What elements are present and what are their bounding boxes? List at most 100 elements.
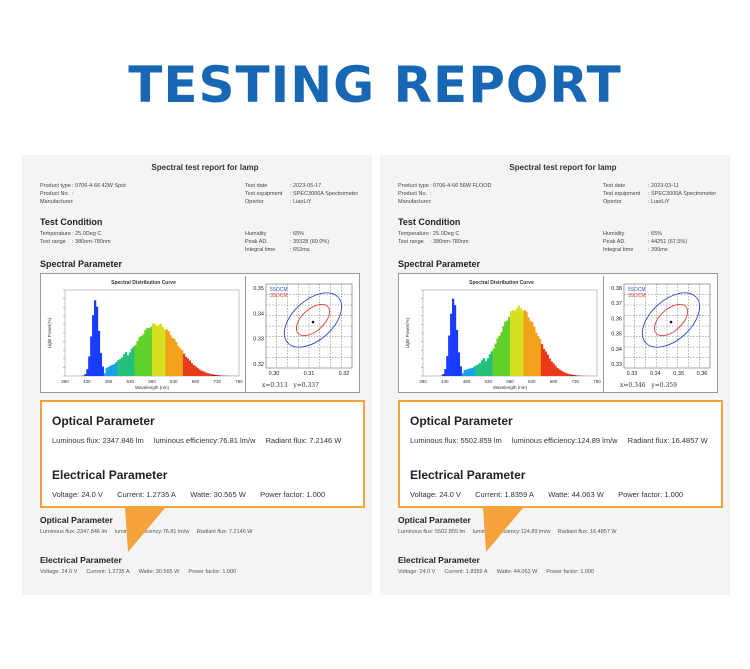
cie-legend-5sdcm: 5SDCM <box>270 287 288 293</box>
y-axis-label: Light Power(%) <box>47 317 52 348</box>
luminous-flux: Luminous flux: 5502.859 lm <box>410 436 502 445</box>
highlight-box: Optical Parameter Luminous flux: 5502.85… <box>398 400 723 508</box>
page-title: TESTING REPORT <box>128 56 622 114</box>
cie-y-tick: 0.32 <box>253 362 264 368</box>
current: Current: 1.8359 A <box>475 490 534 499</box>
x-tick-label: 630 <box>170 379 178 384</box>
x-tick-label: 480 <box>105 379 113 384</box>
x-tick-label: 380 <box>419 379 427 384</box>
product-no-row: Product No.: <box>40 191 74 197</box>
spectral-chart-box: Spectral Distribution Curve 380 430 480 530… <box>40 273 360 393</box>
x-tick-label: 430 <box>83 379 91 384</box>
peak-ad-row: Peak AD.: 39328 (60.0%) <box>245 239 330 245</box>
electrical-values-small: Voltage: 24.0 V Current: 1.8359 A Watte:… <box>398 569 595 575</box>
product-type-row: Product type: 0706-4-66 42W Spot <box>40 183 126 189</box>
integral-time-row: Integral time: 653ms <box>245 247 310 253</box>
humidity-row: Humidity: 65% <box>245 231 305 237</box>
test-condition-heading: Test Condition <box>398 217 461 227</box>
spectral-chart-box: Spectral Distribution Curve 380 430 480 530… <box>398 273 718 393</box>
x-tick-label: 630 <box>528 379 536 384</box>
radiant-flux: Radiant flux: 16.4857 W <box>627 436 708 445</box>
test-date-row: Test date: 2023-05-17 <box>245 183 322 189</box>
x-tick-label: 730 <box>213 379 221 384</box>
cie-y-tick: 0.38 <box>611 286 622 292</box>
cie-y-tick: 0.34 <box>611 347 622 353</box>
peak-ad-row: Peak AD.: 44251 (67.5%) <box>603 239 688 245</box>
luminous-flux: Luminous flux: 2347.846 lm <box>52 436 144 445</box>
report-left: Spectral test report for lamp Product ty… <box>22 155 372 595</box>
spectral-distribution-curve: Spectral Distribution Curve 380 430 480 530… <box>41 276 246 392</box>
temperature-row: Temperature: 25.0Deg C <box>398 231 460 237</box>
temperature-row: Temperature: 25.0Deg C <box>40 231 102 237</box>
cie-y-tick: 0.37 <box>611 301 622 307</box>
manufacturer-row: Manufacturer: <box>40 199 74 205</box>
luminous-efficiency: luminous efficiency:76.81 lm/w <box>153 436 256 445</box>
cie-legend-3sdcm: 3SDCM <box>628 293 646 299</box>
callout-arrow <box>125 508 165 552</box>
product-no-row: Product No.: <box>398 191 432 197</box>
spectral-distribution-curve: Spectral Distribution Curve 380 430 480 530… <box>399 276 604 392</box>
x-axis-label: Wavelength (nm) <box>493 385 528 390</box>
test-condition-heading: Test Condition <box>40 217 103 227</box>
humidity-row: Humidity: 65% <box>603 231 663 237</box>
spectral-chart-title: Spectral Distribution Curve <box>111 280 176 286</box>
optical-values-small: Luminous flux: 5502.859 lm luminous effi… <box>398 529 617 535</box>
manufacturer-row: Manufacturer: <box>398 199 432 205</box>
cie-x-tick: 0.36 <box>697 371 708 377</box>
cie-chromaticity-diagram: 5SDCM 3SDCM 0.35 0.34 0.33 0.32 0.30 0.31 0.32 x… <box>248 276 358 392</box>
cie-y-tick: 0.34 <box>253 311 264 317</box>
cie-y-tick: 0.33 <box>253 337 264 343</box>
cie-x-tick: 0.31 <box>304 371 315 377</box>
product-type-row: Product type: 0706-4-66 56W FLOOD <box>398 183 492 189</box>
highlight-box: Optical Parameter Luminous flux: 2347.84… <box>40 400 365 508</box>
voltage: Voltage: 24.0 V <box>410 490 461 499</box>
test-equipment-row: Test equipment: SPEC3000A Spectrometer <box>245 191 359 197</box>
electrical-parameter-heading: Electrical Parameter <box>52 468 168 482</box>
report-sheet-title: Spectral test report for lamp <box>509 163 617 172</box>
cie-x-tick: 0.32 <box>339 371 350 377</box>
test-equipment-row: Test equipment: SPEC3000A Spectrometer <box>603 191 717 197</box>
x-axis-label: Wavelength (nm) <box>135 385 170 390</box>
report-right: Spectral test report for lamp Product ty… <box>380 155 730 595</box>
cie-x-tick: 0.30 <box>269 371 280 377</box>
cie-readout: x=0.313 y=0.337 <box>262 382 319 389</box>
cie-x-tick: 0.35 <box>673 371 684 377</box>
cie-legend-5sdcm: 5SDCM <box>628 287 646 293</box>
luminous-efficiency: luminous efficiency:124.89 lm/w <box>511 436 618 445</box>
optical-parameter-small-heading: Optical Parameter <box>398 515 471 525</box>
x-tick-label: 730 <box>571 379 579 384</box>
radiant-flux: Radiant flux: 7.2146 W <box>265 436 342 445</box>
electrical-parameter-heading: Electrical Parameter <box>410 468 526 482</box>
report-sheet-title: Spectral test report for lamp <box>151 163 259 172</box>
cie-x-tick: 0.34 <box>650 371 661 377</box>
x-tick-label: 680 <box>550 379 558 384</box>
x-tick-label: 580 <box>148 379 156 384</box>
x-tick-label: 530 <box>126 379 134 384</box>
spectral-parameter-heading: Spectral Parameter <box>40 259 123 269</box>
integral-time-row: Integral time: 399ms <box>603 247 668 253</box>
cie-chromaticity-diagram: 5SDCM 3SDCM 0.38 0.37 0.36 0.35 0.34 0.33 0.33 0.… <box>606 276 716 392</box>
power-factor: Power factor: 1.000 <box>260 490 326 499</box>
electrical-values: Voltage: 24.0 V Current: 1.8359 A Watte:… <box>410 490 691 499</box>
electrical-parameter-small-heading: Electrical Parameter <box>40 555 122 565</box>
spectral-chart-title: Spectral Distribution Curve <box>469 280 534 286</box>
x-tick-label: 530 <box>484 379 492 384</box>
test-range-row: Test range: 380nm-780nm <box>398 239 469 245</box>
current: Current: 1.2735 A <box>117 490 176 499</box>
voltage: Voltage: 24.0 V <box>52 490 103 499</box>
test-date-row: Test date: 2023-03-11 <box>603 183 679 189</box>
x-tick-label: 580 <box>506 379 514 384</box>
power-factor: Power factor: 1.000 <box>618 490 684 499</box>
x-tick-label: 480 <box>463 379 471 384</box>
optical-values-small: Luminous flux: 2347.846 lm luminous effi… <box>40 529 253 535</box>
report-sheet: Spectral test report for lamp Product ty… <box>398 155 728 595</box>
x-tick-label: 380 <box>61 379 69 384</box>
optical-parameter-heading: Optical Parameter <box>52 414 155 428</box>
cie-y-tick: 0.33 <box>611 362 622 368</box>
optical-parameter-heading: Optical Parameter <box>410 414 513 428</box>
electrical-values-small: Voltage: 24.0 V Current: 1.2735 A Watte:… <box>40 569 237 575</box>
cie-x-tick: 0.33 <box>627 371 638 377</box>
test-range-row: Test range: 380nm-780nm <box>40 239 111 245</box>
spectral-chart-svg: 380 430 480 530 580 630 680 730 780 Wavelength (n… <box>405 289 601 390</box>
